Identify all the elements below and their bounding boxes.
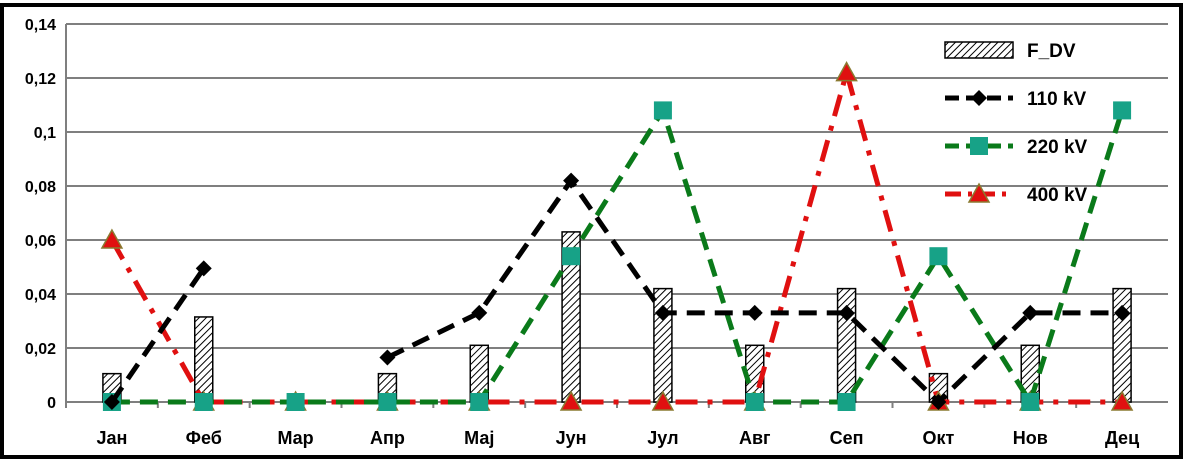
point-110kv xyxy=(1114,304,1131,321)
point-400kv xyxy=(100,228,124,249)
point-220kv xyxy=(1021,393,1040,411)
point-220kv xyxy=(562,247,581,266)
legend-label-220kv: 220 kV xyxy=(1027,137,1088,158)
legend: F_DV 110 kV 220 kV 400 kV xyxy=(944,41,1088,206)
series-110kv xyxy=(103,172,1131,410)
series-lines xyxy=(100,61,1134,411)
series-400kv xyxy=(100,61,1134,411)
point-400kv xyxy=(1110,390,1134,411)
point-400kv xyxy=(559,390,583,411)
y-tick-label: 0,04 xyxy=(25,287,56,304)
gridlines xyxy=(65,23,1168,408)
x-tick-label: Сеп xyxy=(830,428,864,448)
point-220kv xyxy=(837,393,856,411)
legend-entry-220kv: 220 kV xyxy=(945,137,1088,158)
point-220kv xyxy=(286,393,305,411)
point-220kv xyxy=(653,101,672,120)
x-tick-label: Јун xyxy=(556,428,587,448)
legend-marker-400kv xyxy=(967,182,991,203)
x-tick-label: Апр xyxy=(370,428,405,448)
point-220kv xyxy=(745,393,764,411)
point-220kv xyxy=(194,393,213,411)
point-220kv xyxy=(378,393,397,411)
y-tick-label: 0,1 xyxy=(34,125,56,142)
point-220kv xyxy=(1113,101,1132,120)
outer-border xyxy=(0,3,1183,459)
x-tick-label: Нов xyxy=(1013,428,1048,448)
point-110kv xyxy=(1022,304,1039,321)
point-110kv xyxy=(930,394,947,410)
point-110kv xyxy=(563,172,580,189)
point-110kv xyxy=(195,260,212,277)
x-tick-label: Феб xyxy=(186,428,222,448)
x-tick-label: Јул xyxy=(647,428,678,448)
legend-label-fdv: F_DV xyxy=(1027,41,1076,62)
legend-marker-220kv xyxy=(970,137,988,155)
x-axis: Јан Феб Мар Апр Мај Јун Јул Авг Сеп Окт Нов Дец xyxy=(96,428,1139,448)
legend-swatch-fdv xyxy=(944,41,1014,59)
x-tick-label: Авг xyxy=(739,428,771,448)
point-400kv xyxy=(835,61,858,82)
point-110kv xyxy=(654,304,671,321)
point-220kv xyxy=(929,247,948,266)
point-110kv xyxy=(746,304,763,321)
legend-marker-110kv xyxy=(971,90,987,106)
point-110kv xyxy=(379,349,396,366)
bar-f-dv xyxy=(194,316,214,403)
point-220kv xyxy=(470,393,489,411)
y-tick-label: 0,02 xyxy=(25,341,56,358)
series-line-400kv xyxy=(109,70,1123,405)
x-tick-label: Јан xyxy=(96,428,127,448)
x-tick-label: Мај xyxy=(464,428,494,448)
y-tick-label: 0,12 xyxy=(25,71,56,88)
legend-entry-fdv: F_DV xyxy=(944,41,1076,62)
y-tick-label: 0,14 xyxy=(25,17,56,34)
y-tick-label: 0,08 xyxy=(25,179,56,196)
point-110kv xyxy=(838,304,855,321)
y-axis: 0 0,02 0,04 0,06 0,08 0,1 0,12 0,14 xyxy=(25,17,56,412)
legend-entry-110kv: 110 kV xyxy=(945,89,1086,110)
y-tick-label: 0,06 xyxy=(25,233,56,250)
point-110kv xyxy=(103,394,120,410)
legend-label-400kv: 400 kV xyxy=(1027,185,1088,206)
point-110kv xyxy=(471,304,488,321)
legend-label-110kv: 110 kV xyxy=(1027,89,1086,110)
x-tick-label: Окт xyxy=(923,428,955,448)
series-220kv xyxy=(102,101,1132,411)
x-tick-label: Дец xyxy=(1105,428,1139,448)
y-tick-label: 0 xyxy=(47,395,56,412)
x-tick-label: Мар xyxy=(277,428,313,448)
point-400kv xyxy=(651,390,675,411)
series-line-220kv xyxy=(111,107,1125,405)
legend-entry-400kv: 400 kV xyxy=(945,182,1088,206)
